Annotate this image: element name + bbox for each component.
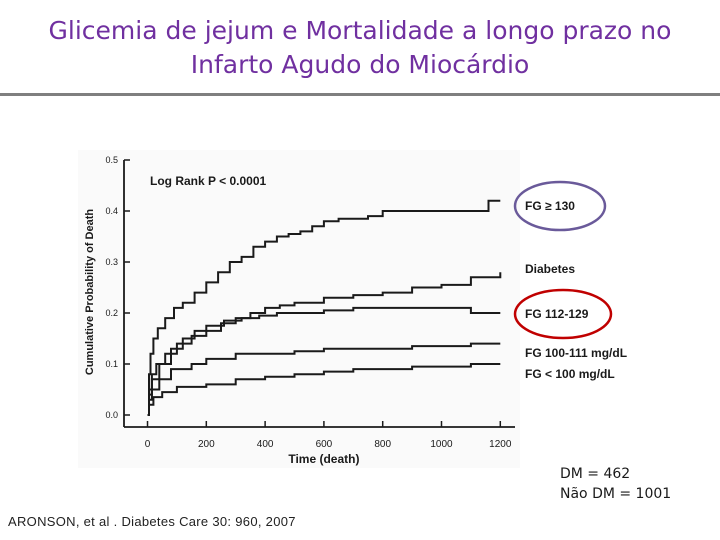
highlight-ellipse-3 <box>513 288 613 340</box>
series-label-4: FG 100-111 mg/dL <box>525 346 627 360</box>
y-tick-label: 0.5 <box>105 155 118 165</box>
series-line-3 <box>147 306 501 416</box>
slide-title-line-2: Infarto Agudo do Miocárdio <box>190 50 530 79</box>
x-tick-label: 400 <box>257 439 274 450</box>
y-tick-label: 0.2 <box>105 308 118 318</box>
x-tick-label: 600 <box>316 439 333 450</box>
series-line-1 <box>147 199 501 416</box>
log-rank-annotation: Log Rank P < 0.0001 <box>150 174 266 188</box>
non-dm-count: Não DM = 1001 <box>560 486 672 502</box>
x-axis-title: Time (death) <box>288 452 359 466</box>
dm-count: DM = 462 <box>560 466 631 482</box>
series-label-5: FG < 100 mg/dL <box>525 367 615 381</box>
y-axis-title: Cumulative Probability of Death <box>84 209 96 376</box>
x-tick-label: 800 <box>374 439 391 450</box>
x-tick-label: 200 <box>198 439 215 450</box>
y-tick-label: 0.3 <box>105 257 118 267</box>
series-line-2 <box>147 272 502 416</box>
chart-panel <box>78 150 520 468</box>
slide-title: Glicemia de jejum e Mortalidade a longo … <box>10 14 710 82</box>
sample-sizes: DM = 462 Não DM = 1001 <box>560 464 671 504</box>
y-tick-label: 0.1 <box>105 359 118 369</box>
y-tick-label: 0.4 <box>105 206 118 216</box>
y-tick-label: 0.0 <box>105 410 118 420</box>
series-line-5 <box>147 363 501 416</box>
series-line-4 <box>147 342 501 416</box>
x-tick-label: 1000 <box>430 439 453 450</box>
title-divider <box>0 93 720 96</box>
x-tick-label: 0 <box>145 439 151 450</box>
x-tick-label: 1200 <box>489 439 512 450</box>
series-label-1: FG ≥ 130 <box>525 199 575 213</box>
citation: ARONSON, et al . Diabetes Care 30: 960, … <box>8 514 296 529</box>
series-label-2: Diabetes <box>525 262 575 276</box>
highlight-ellipse-1 <box>513 180 607 232</box>
series-label-3: FG 112-129 <box>525 307 589 321</box>
slide-title-line-1: Glicemia de jejum e Mortalidade a longo … <box>48 16 672 45</box>
